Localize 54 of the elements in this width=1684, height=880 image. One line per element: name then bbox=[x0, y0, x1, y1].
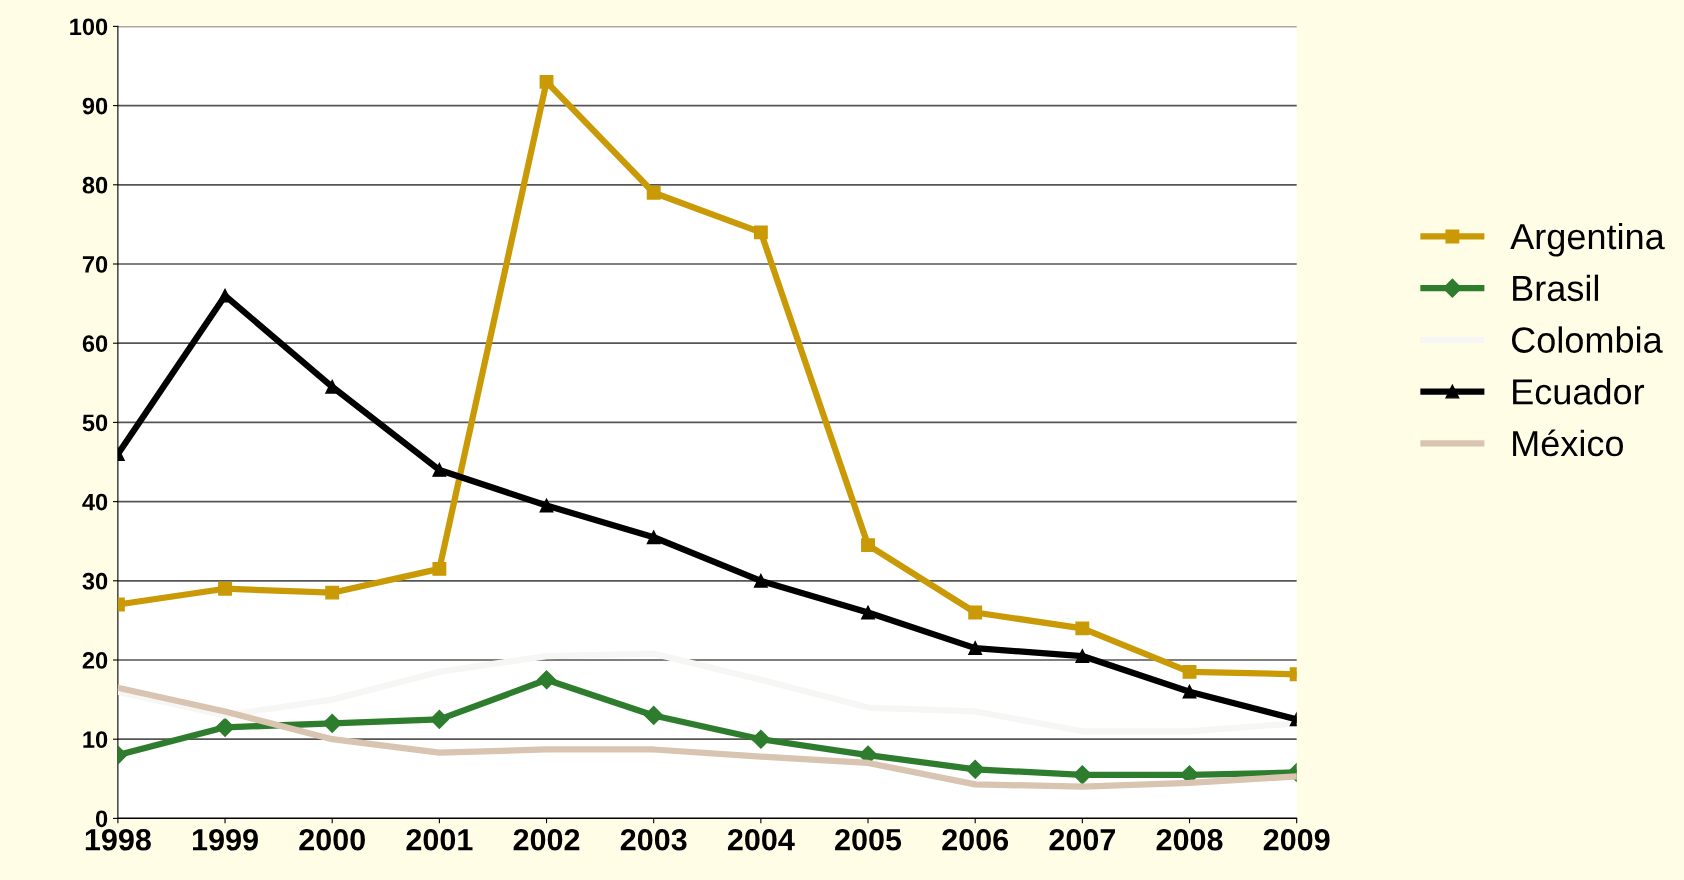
point bbox=[539, 74, 554, 89]
point bbox=[1182, 684, 1197, 699]
point bbox=[861, 605, 875, 620]
point bbox=[861, 538, 875, 553]
x-tick-label: 2002 bbox=[513, 828, 580, 851]
x-tick-label: 2001 bbox=[406, 828, 473, 851]
point bbox=[968, 605, 983, 620]
point bbox=[753, 573, 768, 588]
point bbox=[1072, 765, 1092, 785]
x-tick-label: 2009 bbox=[1263, 828, 1330, 851]
y-tick-label: 60 bbox=[82, 335, 108, 352]
point bbox=[646, 530, 661, 545]
y-tick-label: 80 bbox=[82, 176, 108, 194]
x-tick-label: 1998 bbox=[85, 828, 151, 851]
y-tick-label: 100 bbox=[70, 18, 108, 36]
point bbox=[432, 561, 447, 576]
x-tick-label: 2000 bbox=[299, 828, 365, 851]
x-tick-label: 2007 bbox=[1049, 828, 1115, 851]
point bbox=[429, 709, 449, 729]
point bbox=[1075, 649, 1090, 663]
point bbox=[965, 759, 985, 779]
y-tick-label: 0 bbox=[95, 810, 108, 828]
legend-label: Brasil bbox=[1513, 274, 1599, 302]
y-tick-label: 50 bbox=[82, 414, 108, 432]
y-tick-label: 70 bbox=[82, 256, 108, 273]
point bbox=[432, 462, 447, 477]
y-tick-label: 90 bbox=[82, 97, 108, 115]
legend-label: México bbox=[1513, 429, 1624, 457]
legend-label: Ecuador bbox=[1513, 378, 1645, 405]
y-tick-label: 30 bbox=[82, 572, 108, 590]
x-tick-label: 2003 bbox=[620, 828, 687, 851]
point bbox=[751, 729, 771, 749]
point bbox=[644, 705, 664, 725]
legend-label: Argentina bbox=[1510, 222, 1665, 257]
point bbox=[325, 585, 340, 600]
x-tick-label: 2004 bbox=[727, 828, 795, 851]
point bbox=[218, 581, 232, 596]
point bbox=[968, 641, 983, 656]
y-tick-label: 10 bbox=[83, 731, 108, 748]
point bbox=[215, 717, 235, 737]
point bbox=[1075, 621, 1090, 636]
point bbox=[753, 225, 768, 240]
point bbox=[1182, 664, 1197, 679]
x-tick-label: 1999 bbox=[192, 828, 258, 851]
point bbox=[646, 185, 661, 200]
point bbox=[537, 670, 557, 690]
x-tick-label: 2006 bbox=[942, 828, 1009, 851]
point bbox=[539, 498, 554, 513]
legend-label: Colombia bbox=[1511, 326, 1663, 353]
point bbox=[322, 713, 342, 733]
y-tick-label: 20 bbox=[82, 652, 108, 669]
y-tick-label: 40 bbox=[82, 493, 108, 511]
x-tick-label: 2008 bbox=[1156, 828, 1223, 851]
x-tick-label: 2005 bbox=[835, 828, 902, 851]
